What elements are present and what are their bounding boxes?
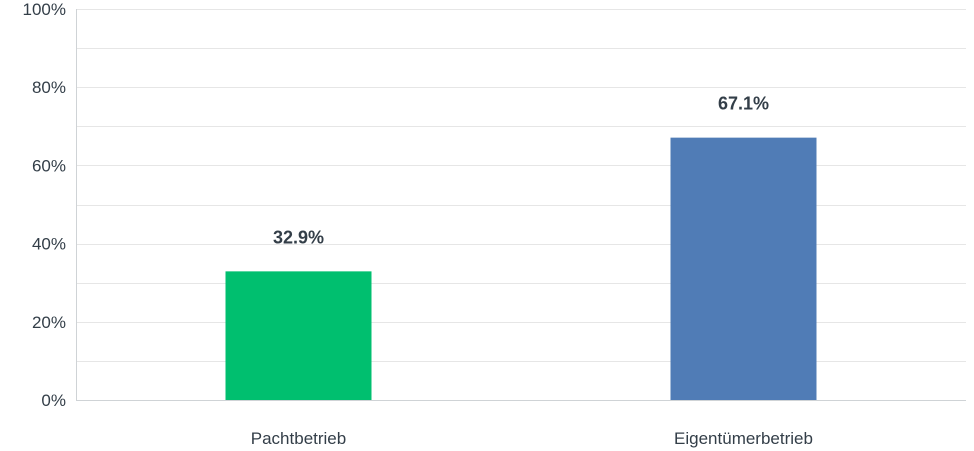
- labels: 0% 20% 40% 60% 80% 100% 32.9% Pachtbetrieb 67.1%…: [23, 0, 813, 448]
- y-tick-label: 20%: [32, 313, 66, 332]
- data-label: 32.9%: [273, 227, 324, 247]
- y-tick-label: 80%: [32, 78, 66, 97]
- axes: [76, 9, 966, 401]
- y-tick-label: 0%: [41, 391, 66, 410]
- category-label: Pachtbetrieb: [251, 429, 346, 448]
- y-tick-label: 100%: [23, 0, 66, 19]
- data-label: 67.1%: [718, 94, 769, 114]
- y-tick-label: 60%: [32, 156, 66, 175]
- bar-2: [670, 137, 817, 400]
- bars: [225, 137, 817, 400]
- category-label: Eigentümerbetrieb: [674, 429, 813, 448]
- bar-1: [225, 271, 372, 400]
- y-tick-label: 40%: [32, 235, 66, 254]
- grid-lines: [76, 9, 966, 362]
